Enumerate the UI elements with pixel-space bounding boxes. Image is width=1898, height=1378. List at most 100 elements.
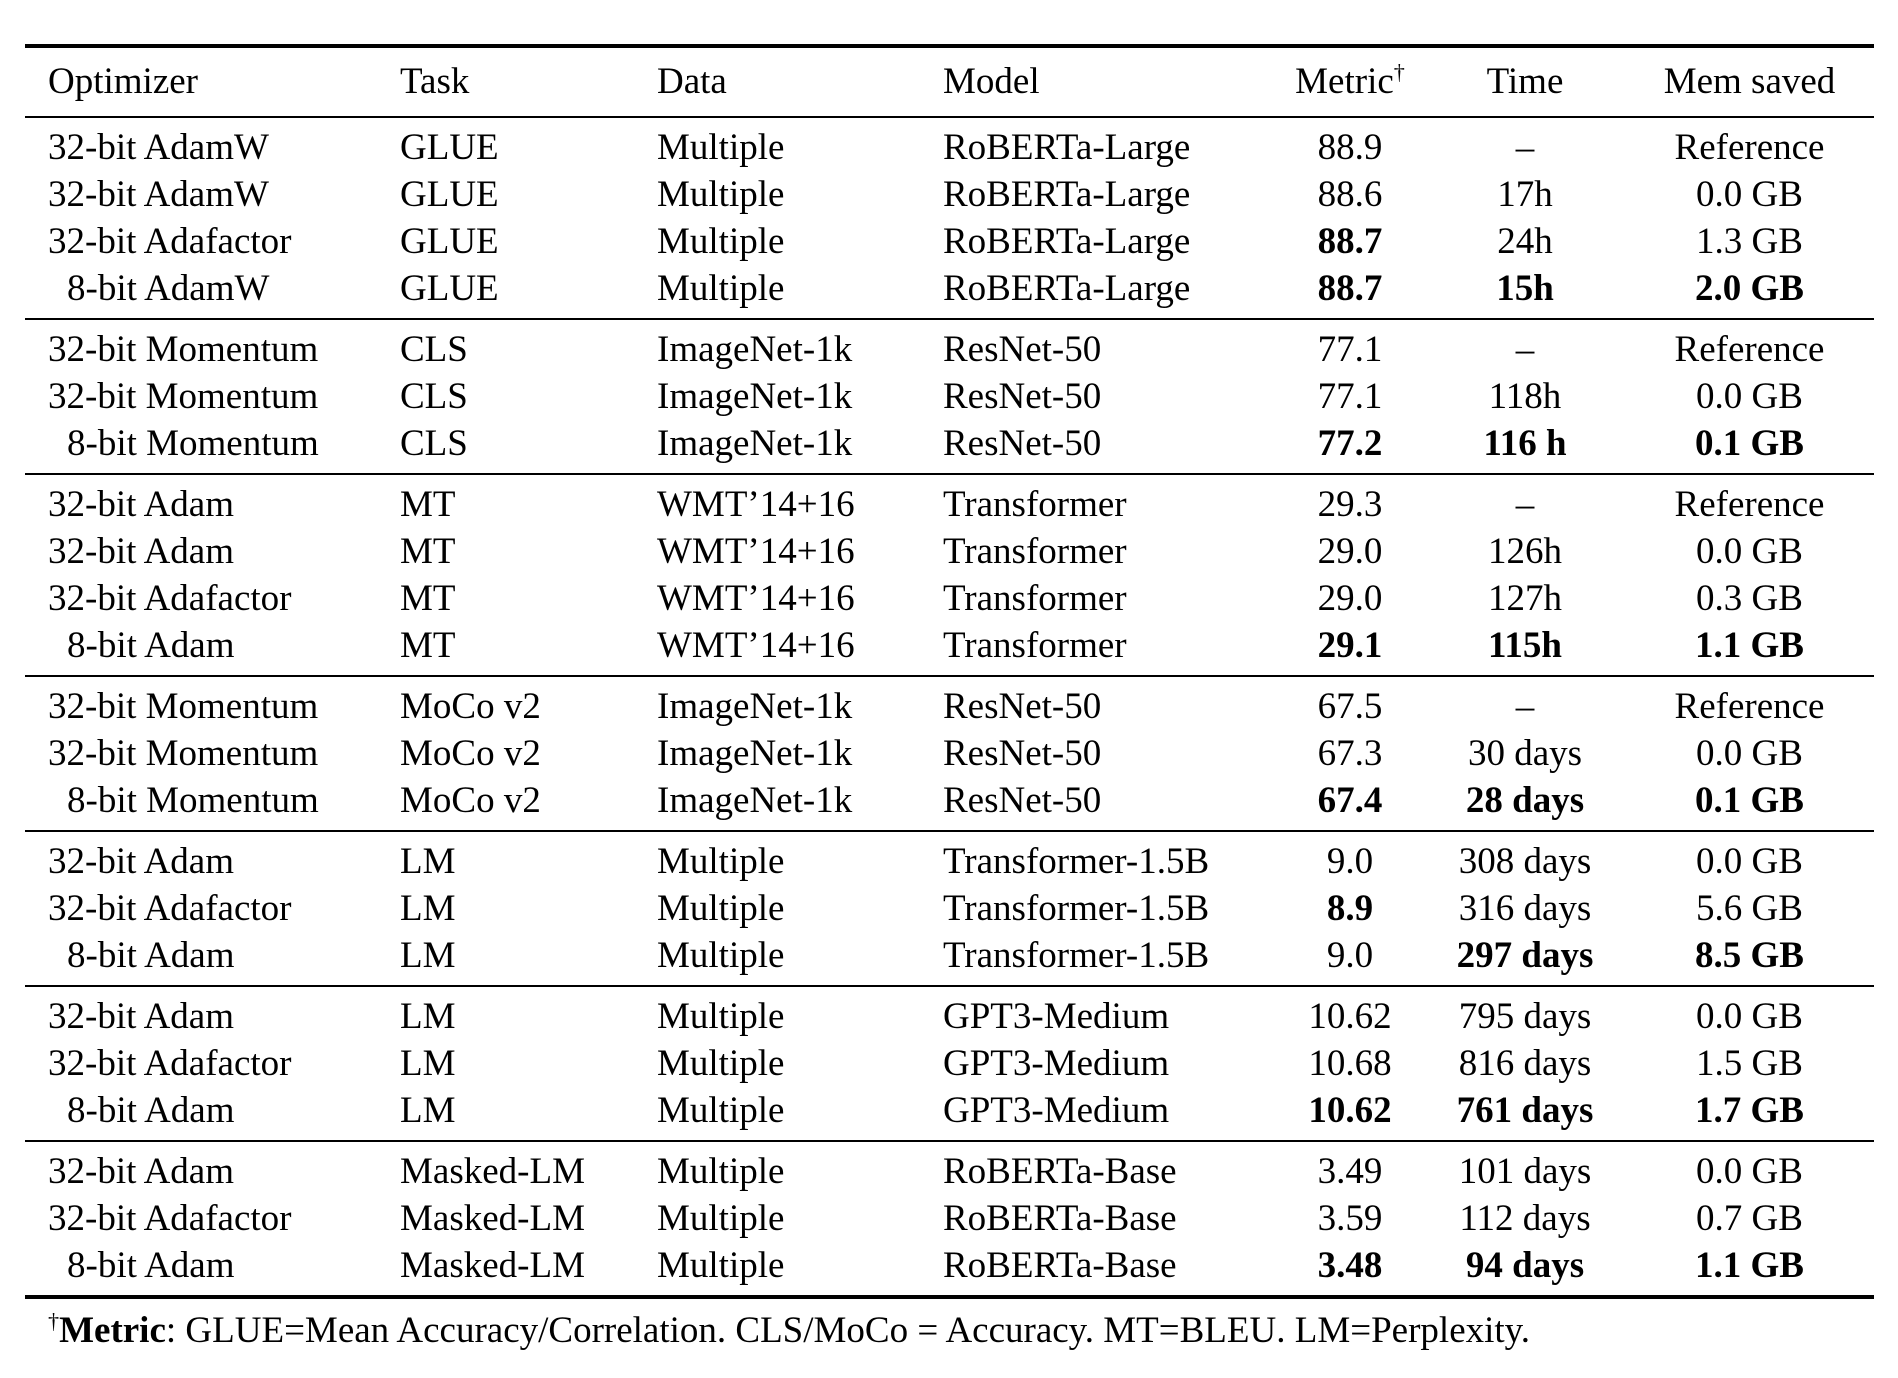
cell-optimizer: 32-bit Adam [48,531,235,572]
cell-model: RoBERTa-Large [943,221,1191,262]
cell-mem-saved: 1.5 GB [1696,1043,1803,1084]
column-header-label: Data [657,61,727,102]
cell-mem-saved: 1.1 GB [1695,1245,1804,1286]
table-row: 32-bit Momentum MoCo v2 ImageNet-1k ResNet-… [25,730,1874,777]
cell-mem-saved: 8.5 GB [1695,935,1804,976]
cell-mem-saved: 2.0 GB [1695,268,1804,309]
cell-optimizer: 32-bit Adafactor [48,1198,292,1239]
cell-time: – [1515,484,1535,525]
cell-optimizer: 32-bit Momentum [48,733,319,774]
cell-mem-saved: Reference [1674,484,1825,525]
cell-data: ImageNet-1k [657,376,853,417]
cell-metric: 88.9 [1317,127,1383,168]
cell-time: 316 days [1458,888,1592,929]
cell-data: Multiple [657,174,785,215]
cell-model: Transformer-1.5B [943,935,1210,976]
cell-time: 118h [1488,376,1562,417]
cell-mem-saved: 0.0 GB [1696,1151,1803,1192]
column-header-data: Data [657,48,943,116]
cell-data: Multiple [657,1198,785,1239]
cell-task: Masked-LM [400,1151,585,1192]
cell-data: WMT’14+16 [657,484,855,525]
column-header-label: Task [400,61,470,102]
cell-metric: 8.9 [1326,888,1374,929]
cell-optimizer: 8-bit Adam [67,625,235,666]
cell-model: Transformer [943,578,1127,619]
cell-data: WMT’14+16 [657,625,855,666]
cell-optimizer: 8-bit AdamW [67,268,270,309]
group-divider-rule [25,1140,1874,1142]
row-group: 32-bit Momentum MoCo v2 ImageNet-1k ResNet-… [25,677,1874,830]
table-row: 8-bit Momentum CLS ImageNet-1k ResNet-50 77.… [25,420,1874,467]
cell-optimizer: 8-bit Adam [67,935,235,976]
cell-data: Multiple [657,268,785,309]
table-row: 32-bit Momentum MoCo v2 ImageNet-1k ResNet-… [25,683,1874,730]
table-row: 8-bit Adam LM Multiple GPT3-Medium 10.62 761 … [25,1087,1874,1134]
cell-time: 15h [1496,268,1554,309]
group-divider-rule [25,318,1874,320]
cell-metric: 10.62 [1308,1090,1392,1131]
cell-optimizer: 8-bit Adam [67,1245,235,1286]
table-row: 32-bit Adafactor LM Multiple GPT3-Medium 10.… [25,1040,1874,1087]
cell-task: Masked-LM [400,1245,585,1286]
cell-task: MoCo v2 [400,686,541,727]
cell-task: LM [400,1043,456,1084]
cell-mem-saved: 5.6 GB [1696,888,1803,929]
cell-data: Multiple [657,935,785,976]
cell-data: Multiple [657,1043,785,1084]
cell-model: RoBERTa-Base [943,1151,1177,1192]
cell-data: ImageNet-1k [657,780,853,821]
cell-metric: 77.1 [1317,329,1383,370]
cell-optimizer: 32-bit Adafactor [48,221,292,262]
cell-optimizer: 8-bit Momentum [67,423,319,464]
table-row: 32-bit Adam LM Multiple GPT3-Medium 10.62 795… [25,993,1874,1040]
footnote-label: Metric [59,1310,166,1351]
cell-data: Multiple [657,1090,785,1131]
cell-time: 127h [1488,578,1562,619]
footnote-text: : GLUE=Mean Accuracy/Correlation. CLS/Mo… [165,1310,1531,1351]
cell-optimizer: 32-bit AdamW [48,127,269,168]
cell-optimizer: 32-bit Adam [48,996,235,1037]
column-header-label: Optimizer [48,61,199,102]
cell-model: GPT3-Medium [943,1043,1170,1084]
cell-mem-saved: 0.3 GB [1696,578,1803,619]
cell-time: 116 h [1483,423,1567,464]
group-divider-rule [25,473,1874,475]
cell-mem-saved: Reference [1674,329,1825,370]
cell-optimizer: 32-bit Adafactor [48,578,292,619]
cell-task: LM [400,888,456,929]
cell-metric: 3.59 [1317,1198,1383,1239]
table-row: 32-bit Momentum CLS ImageNet-1k ResNet-50 77… [25,373,1874,420]
cell-task: GLUE [400,221,499,262]
table-row: 32-bit AdamW GLUE Multiple RoBERTa-Large 88.… [25,124,1874,171]
cell-metric: 3.49 [1317,1151,1383,1192]
cell-task: LM [400,1090,456,1131]
cell-data: Multiple [657,841,785,882]
cell-metric: 29.0 [1317,531,1383,572]
cell-model: Transformer [943,484,1127,525]
cell-metric: 3.48 [1317,1245,1383,1286]
cell-task: GLUE [400,268,499,309]
group-divider-rule [25,985,1874,987]
cell-model: ResNet-50 [943,376,1102,417]
cell-task: GLUE [400,174,499,215]
cell-model: RoBERTa-Large [943,174,1191,215]
cell-model: Transformer-1.5B [943,888,1210,929]
cell-time: 115h [1487,625,1563,666]
cell-data: Multiple [657,888,785,929]
cell-mem-saved: 0.7 GB [1696,1198,1803,1239]
results-table: Optimizer Task Data Model Metric† Time M… [25,44,1874,1355]
cell-mem-saved: 0.0 GB [1696,733,1803,774]
cell-mem-saved: 0.0 GB [1696,174,1803,215]
header-rule [25,116,1874,118]
table-row: 32-bit Adam MT WMT’14+16 Transformer 29.3 – Re… [25,481,1874,528]
cell-task: MT [400,625,456,666]
table-row: 8-bit AdamW GLUE Multiple RoBERTa-Large 88.7… [25,265,1874,312]
cell-mem-saved: Reference [1674,127,1825,168]
cell-data: WMT’14+16 [657,531,855,572]
cell-model: RoBERTa-Base [943,1198,1177,1239]
cell-time: 28 days [1465,780,1585,821]
cell-mem-saved: 0.0 GB [1696,376,1803,417]
row-group: 32-bit Adam MT WMT’14+16 Transformer 29.3 – Re… [25,475,1874,675]
cell-mem-saved: 1.7 GB [1695,1090,1804,1131]
